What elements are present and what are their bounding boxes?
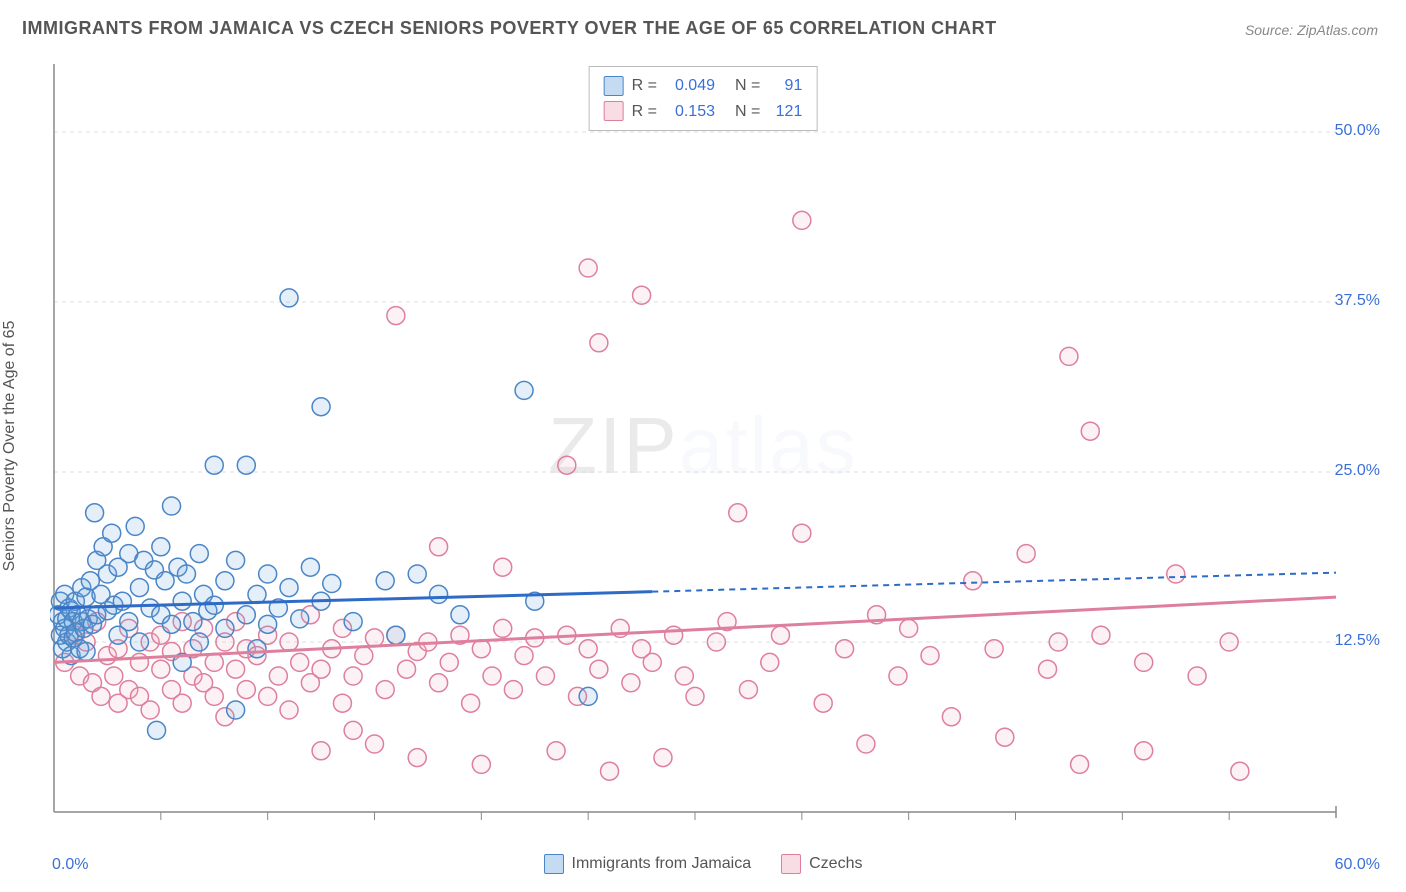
ytick-label: 37.5% [1335, 292, 1380, 310]
chart-container: IMMIGRANTS FROM JAMAICA VS CZECH SENIORS… [0, 0, 1406, 892]
ytick-label: 12.5% [1335, 632, 1380, 650]
legend-label-czechs: Czechs [809, 855, 862, 873]
legend-item-jamaica: Immigrants from Jamaica [544, 854, 752, 874]
ytick-label: 50.0% [1335, 122, 1380, 140]
ytick-label: 25.0% [1335, 462, 1380, 480]
source-label: Source: ZipAtlas.com [1245, 22, 1378, 38]
legend-item-czechs: Czechs [781, 854, 862, 874]
chart-area [50, 60, 1386, 832]
bottom-legend: Immigrants from Jamaica Czechs [0, 854, 1406, 874]
legend-swatch-jamaica [544, 854, 564, 874]
scatter-chart [50, 60, 1386, 832]
y-axis-label: Seniors Poverty Over the Age of 65 [1, 321, 19, 572]
chart-title: IMMIGRANTS FROM JAMAICA VS CZECH SENIORS… [22, 18, 997, 39]
legend-label-jamaica: Immigrants from Jamaica [572, 855, 752, 873]
legend-swatch-czechs [781, 854, 801, 874]
